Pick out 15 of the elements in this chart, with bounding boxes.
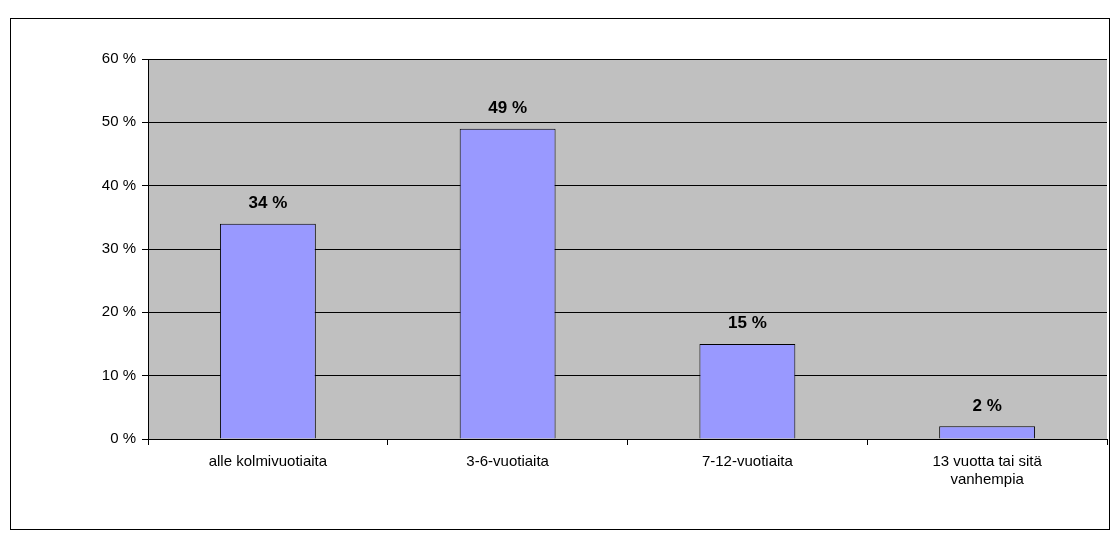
data-label: 49 % [488,97,527,117]
data-label: 34 % [248,192,288,212]
data-label: 15 % [728,313,767,333]
x-tick-label: 13 vuotta tai sitä vanhempia [932,452,1043,488]
y-tick-label: 30 % [101,239,136,257]
y-tick-label: 10 % [101,365,136,383]
y-tick-label: 50 % [101,112,136,130]
y-tick-label: 0 % [110,429,136,447]
y-tick-label: 60 % [101,49,136,67]
y-tick-label: 20 % [101,302,136,320]
x-tick-label: 3-6-vuotiaita [466,452,550,470]
data-label: 2 % [972,395,1002,415]
x-tick-label: alle kolmivuotiaita [208,452,328,470]
x-tick-label: 7-12-vuotiaita [701,452,794,470]
y-tick-label: 40 % [101,175,136,193]
